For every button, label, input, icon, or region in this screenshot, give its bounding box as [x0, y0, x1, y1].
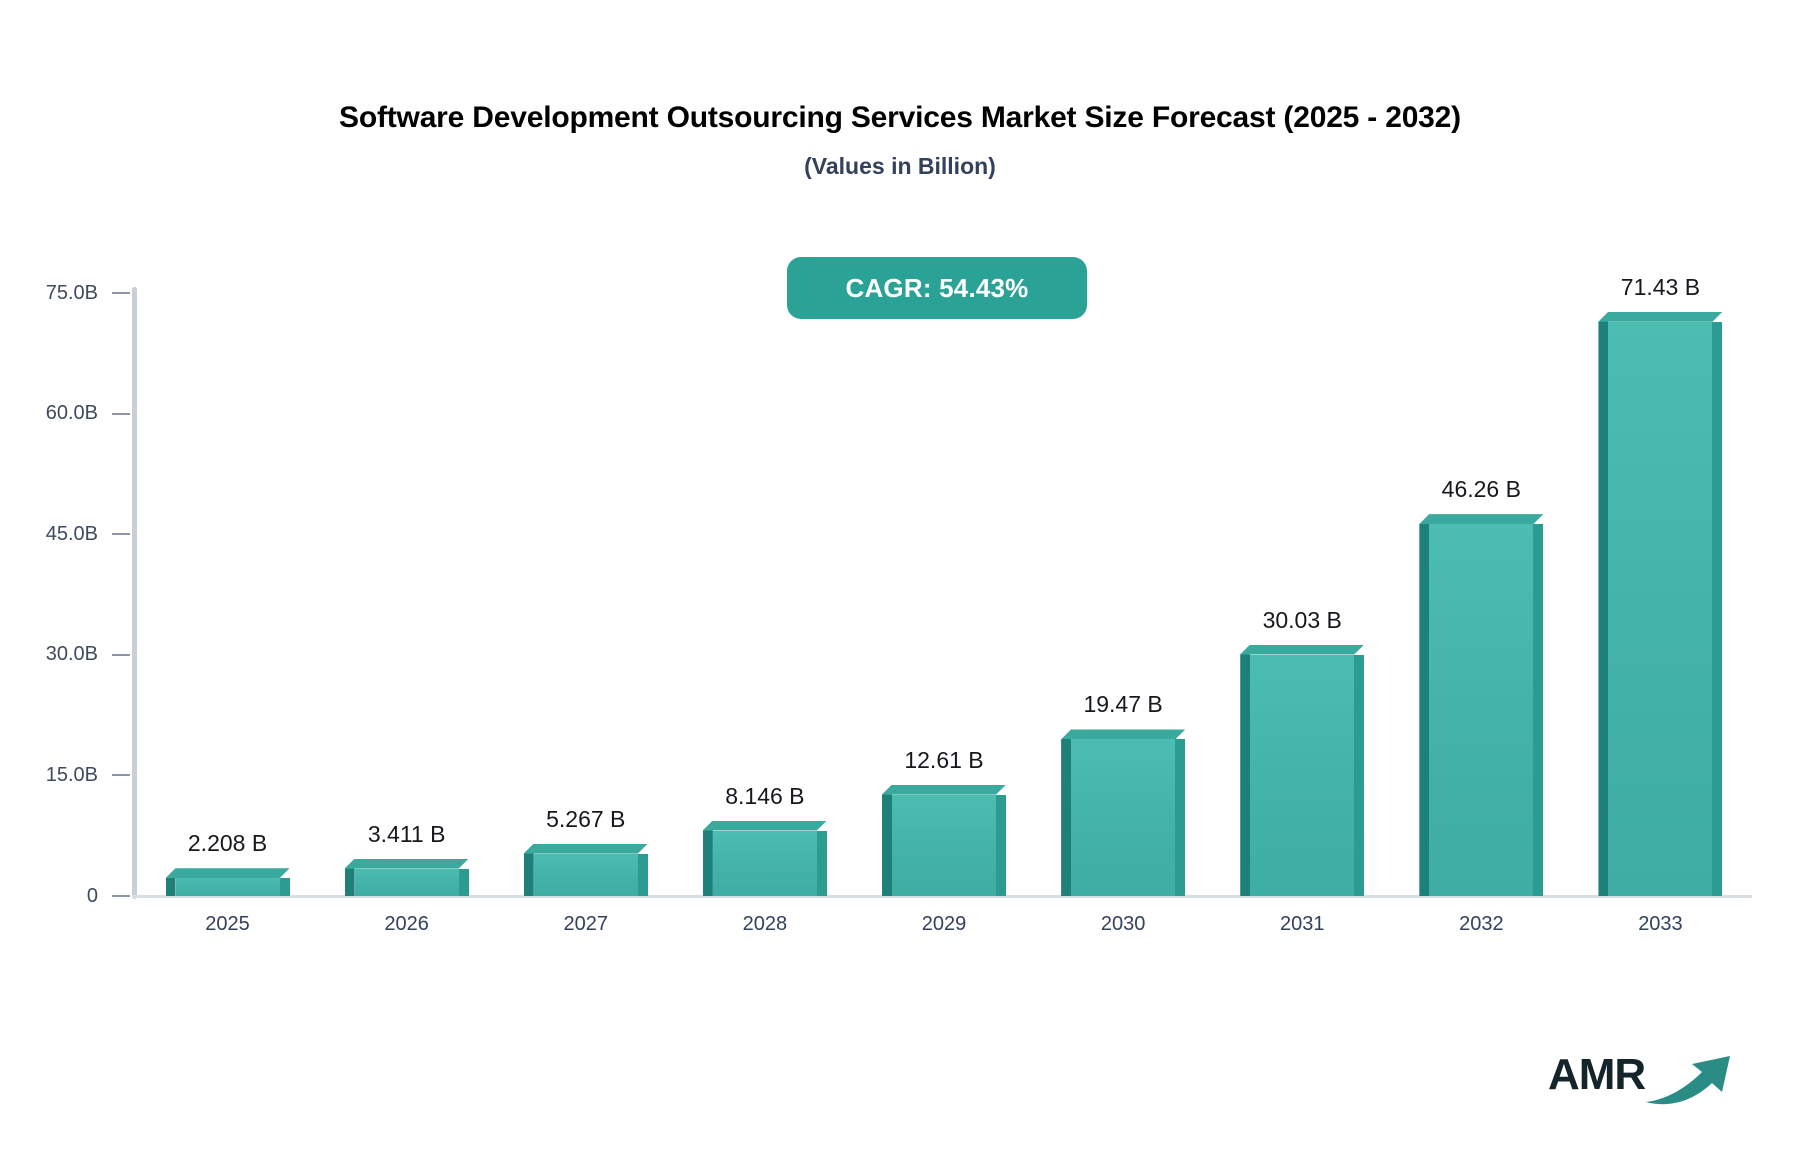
bar-right-face — [1712, 321, 1723, 896]
bar-top-face — [524, 844, 648, 854]
y-axis-tick-label: 15.0B — [45, 763, 98, 786]
bar-value-label: 30.03 B — [1262, 606, 1342, 633]
bar-value-label: 19.47 B — [1083, 691, 1163, 718]
y-axis-tick-mark — [112, 533, 130, 536]
bar-front-face — [1250, 654, 1355, 896]
bar-right-face — [1175, 739, 1186, 896]
y-axis-tick-label: 75.0B — [45, 281, 98, 304]
y-axis-line — [132, 287, 137, 899]
bar-value-label: 71.43 B — [1620, 273, 1701, 300]
bar-top-face — [1598, 312, 1722, 322]
y-axis-tick: 30.0B — [0, 643, 138, 667]
y-axis-tick-label: 45.0B — [45, 522, 98, 545]
bar-side-face — [1598, 311, 1609, 896]
bar-right-face — [816, 830, 827, 896]
x-axis-line — [132, 895, 1752, 898]
cagr-badge-label: CAGR: 54.43% — [845, 272, 1029, 303]
y-axis-tick-mark — [112, 895, 130, 897]
amr-logo-text: AMR — [1548, 1050, 1646, 1099]
bar-front-face — [892, 794, 996, 896]
y-axis-tick-mark — [112, 412, 130, 415]
y-axis-tick-mark — [112, 774, 130, 777]
bar-top-face — [703, 821, 827, 831]
y-axis-tick-label: 0 — [86, 884, 98, 907]
bar-right-face — [996, 794, 1006, 896]
bar-side-face — [1240, 644, 1251, 896]
amr-logo: AMR — [1548, 1048, 1738, 1110]
bar-side-face — [702, 820, 713, 896]
x-axis-tick-label: 2031 — [1279, 913, 1325, 935]
bar-front-face — [1429, 524, 1534, 896]
bar-2032[interactable] — [1419, 514, 1544, 896]
cagr-badge: CAGR: 54.43% — [787, 257, 1087, 319]
bar-top-face — [1240, 645, 1364, 655]
y-axis-tick-label: 60.0B — [45, 402, 98, 425]
bar-front-face — [533, 853, 638, 896]
bar-front-face — [712, 830, 817, 896]
x-axis-tick-label: 2032 — [1459, 913, 1504, 935]
bar-right-face — [1533, 524, 1544, 896]
bar-top-face — [882, 785, 1006, 795]
bar-front-face — [175, 878, 280, 896]
bar-2028[interactable] — [702, 820, 827, 896]
bar-value-label: 8.146 B — [725, 782, 805, 809]
bar-value-label: 2.208 B — [187, 830, 268, 857]
y-axis-tick-mark — [112, 653, 130, 656]
bar-front-face — [1071, 739, 1176, 896]
title-block: Software Development Outsourcing Service… — [0, 98, 1800, 181]
y-axis-tick-label: 30.0B — [45, 643, 98, 666]
bar-front-face — [1608, 321, 1713, 896]
bar-side-face — [1061, 729, 1072, 896]
page-title: Software Development Outsourcing Service… — [339, 101, 1461, 134]
bar-top-face — [1061, 729, 1185, 739]
x-axis-tick-label: 2027 — [563, 913, 609, 935]
bar-2027[interactable] — [523, 843, 648, 896]
bar-2030[interactable] — [1061, 729, 1186, 896]
y-axis-tick: 75.0B — [0, 281, 138, 305]
bar-value-label: 46.26 B — [1441, 476, 1521, 503]
y-axis-tick: 15.0B — [0, 763, 138, 787]
bar-value-label: 3.411 B — [367, 820, 446, 847]
bar-top-face — [166, 868, 290, 878]
bar-side-face — [1419, 514, 1430, 896]
y-axis-tick-mark — [112, 292, 130, 294]
bar-right-face — [1354, 654, 1365, 896]
bar-2025[interactable] — [165, 868, 290, 896]
bar-top-face — [1419, 514, 1543, 524]
bar-2029[interactable] — [882, 784, 1006, 896]
bar-2026[interactable] — [344, 858, 469, 896]
y-axis-tick: 0 — [0, 884, 138, 908]
bar-right-face — [458, 868, 469, 896]
x-axis-tick-label: 2028 — [742, 913, 788, 935]
bar-right-face — [637, 853, 648, 896]
bar-2033[interactable] — [1598, 311, 1723, 896]
bar-top-face — [345, 859, 469, 869]
bar-value-label: 5.267 B — [546, 805, 626, 832]
bar-right-face — [279, 878, 290, 896]
y-axis-tick: 60.0B — [0, 402, 138, 426]
bar-side-face — [882, 784, 892, 896]
bar-side-face — [344, 858, 355, 896]
bar-side-face — [523, 843, 534, 896]
bar-side-face — [165, 868, 176, 896]
x-axis-tick-label: 2033 — [1638, 913, 1683, 935]
bar-value-label: 12.61 B — [904, 746, 984, 773]
x-axis-tick-label: 2025 — [205, 913, 250, 935]
x-axis-tick-label: 2030 — [1100, 913, 1146, 935]
x-axis-tick-label: 2026 — [384, 913, 429, 935]
x-axis-tick-label: 2029 — [921, 913, 967, 935]
bar-front-face — [354, 868, 459, 896]
y-axis-tick: 45.0B — [0, 522, 138, 546]
growth-arrow-icon — [1646, 1056, 1730, 1105]
bar-2031[interactable] — [1240, 644, 1365, 896]
chart-subtitle: (Values in Billion) — [804, 153, 996, 179]
